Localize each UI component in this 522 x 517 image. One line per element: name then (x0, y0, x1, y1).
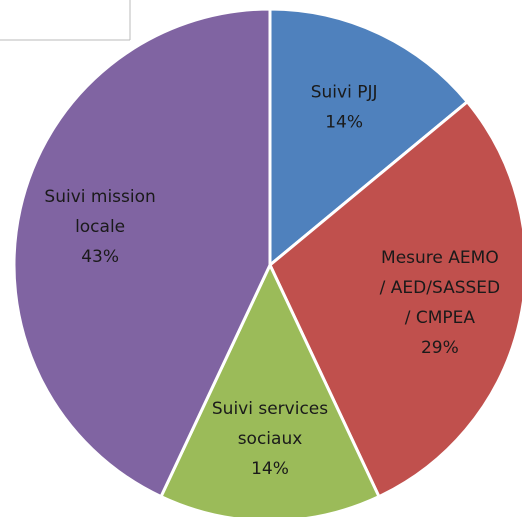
slice-label-line: locale (75, 217, 125, 237)
slice-label-line: / AED/SASSED (380, 278, 500, 298)
slice-value-label: 43% (81, 247, 119, 267)
slice-label-line: / CMPEA (405, 308, 476, 328)
slice-label-line: sociaux (238, 429, 303, 449)
slice-label-line: Mesure AEMO (381, 248, 499, 268)
slice-label: Suivi services sociaux (212, 399, 328, 449)
slice-value-label: 29% (421, 338, 459, 358)
slice-label: Suivi PJJ (311, 82, 378, 102)
slice-label: Suivi mission locale (44, 187, 155, 237)
slice-value-label: 14% (251, 459, 289, 479)
slice-label-line: Suivi PJJ (311, 82, 378, 102)
pie-slice (12, 7, 272, 499)
slice-value-label: 14% (325, 112, 363, 132)
slice-label-line: Suivi mission (44, 187, 155, 207)
pie-slice (268, 7, 470, 269)
slice-label-line: Suivi services (212, 399, 328, 419)
pie-slice (159, 261, 381, 517)
slice-label: Mesure AEMO / AED/SASSED / CMPEA (380, 248, 500, 328)
